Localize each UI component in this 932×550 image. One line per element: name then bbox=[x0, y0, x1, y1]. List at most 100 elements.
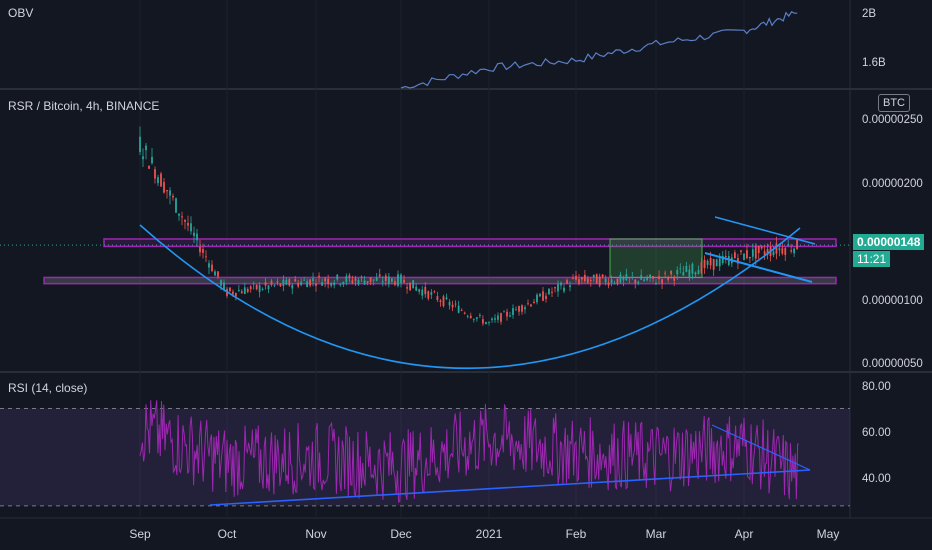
candle-body-3027 bbox=[482, 319, 484, 324]
x-tick-feb: Feb bbox=[565, 527, 587, 541]
candle-body-1021 bbox=[288, 279, 291, 286]
candle-body-2021 bbox=[378, 274, 381, 277]
rsi-trendline-resistance bbox=[711, 424, 811, 471]
candle-body-7010 bbox=[772, 251, 775, 256]
candle-body-6014 bbox=[697, 270, 700, 275]
candle-body-5009 bbox=[601, 274, 604, 277]
candle-body-2016 bbox=[363, 280, 366, 285]
candle-body-6019 bbox=[712, 259, 715, 270]
candle-body-7001 bbox=[746, 250, 748, 259]
support-zone bbox=[43, 276, 837, 285]
candle-body-4020 bbox=[548, 288, 550, 295]
candle-body-3026 bbox=[478, 314, 481, 316]
candle-body-5016 bbox=[622, 277, 625, 281]
candle-body-6005 bbox=[670, 270, 673, 275]
candle-body-1020 bbox=[285, 279, 288, 285]
candle-body-11 bbox=[172, 195, 174, 198]
candle-body-3010 bbox=[430, 292, 433, 295]
candle-body-3008 bbox=[424, 286, 427, 295]
candle-body-5010 bbox=[604, 278, 607, 283]
candle-body-3019 bbox=[457, 305, 460, 313]
candle-body-4005 bbox=[503, 311, 505, 313]
candle-body-4000 bbox=[488, 322, 490, 323]
candle-body-1005 bbox=[240, 291, 243, 294]
candle-body-6000 bbox=[655, 282, 657, 285]
candle-body-2005 bbox=[330, 282, 333, 286]
candle-body-4026 bbox=[566, 280, 568, 284]
candle-body-5015 bbox=[619, 274, 622, 283]
candle-body-2009 bbox=[342, 281, 345, 285]
candle-body-1 bbox=[142, 156, 144, 160]
candle-body-6013 bbox=[694, 272, 697, 275]
obv-tick-2b: 2B bbox=[862, 8, 877, 20]
candle-body-2017 bbox=[366, 281, 369, 283]
candle-body-4013 bbox=[527, 303, 529, 305]
rsi-series-line bbox=[139, 400, 799, 504]
candle-body-2002 bbox=[321, 282, 323, 286]
candle-body-6016 bbox=[703, 260, 706, 268]
candle-body-4023 bbox=[557, 284, 559, 292]
candle-body-1002 bbox=[232, 291, 234, 295]
candle-body-7006 bbox=[760, 246, 763, 249]
candle-body-4004 bbox=[500, 313, 502, 322]
candle-body-6017 bbox=[706, 260, 709, 265]
candle-body-4025 bbox=[563, 287, 565, 292]
current-price-tag: 0.00000148 bbox=[853, 234, 925, 250]
candle-body-2010 bbox=[345, 276, 348, 283]
candle-body-2023 bbox=[384, 275, 387, 281]
rsi-tick-40: 40.00 bbox=[862, 473, 891, 485]
candle-body-2020 bbox=[375, 277, 378, 281]
candle-body-1013 bbox=[264, 282, 267, 286]
candle-body-6015 bbox=[700, 262, 703, 273]
candle-body-6012 bbox=[691, 263, 694, 274]
x-tick-nov: Nov bbox=[305, 527, 327, 541]
candle-body-2012 bbox=[351, 280, 354, 283]
price-tick-050: 0.00000050 bbox=[862, 358, 923, 370]
candle-body-1019 bbox=[282, 279, 285, 286]
candle-body-28 bbox=[223, 282, 225, 290]
price-tick-200: 0.00000200 bbox=[862, 178, 923, 190]
candle-body-7000 bbox=[743, 253, 745, 260]
candle-body-6018 bbox=[709, 258, 712, 266]
candle-body-5013 bbox=[613, 282, 616, 284]
candle-body-20 bbox=[199, 247, 201, 253]
rsi-tick-80: 80.00 bbox=[862, 381, 891, 393]
candle-body-2025 bbox=[390, 278, 393, 282]
candle-body-6009 bbox=[682, 272, 685, 276]
price-tick-100: 0.00000100 bbox=[862, 295, 923, 307]
trendline-upper bbox=[714, 216, 816, 245]
candle-body-6022 bbox=[721, 256, 724, 264]
candle-body-22 bbox=[205, 256, 207, 258]
candle-body-17 bbox=[190, 223, 192, 232]
candle-body-1001 bbox=[229, 287, 231, 292]
candle-body-1007 bbox=[246, 289, 249, 292]
candle-body-5005 bbox=[589, 280, 592, 282]
candle-body-7002 bbox=[748, 256, 751, 259]
candle-body-4016 bbox=[536, 294, 538, 303]
candle-body-10 bbox=[169, 190, 171, 196]
x-tick-sep: Sep bbox=[129, 527, 151, 541]
candle-body-6006 bbox=[673, 276, 676, 281]
currency-badge[interactable]: BTC bbox=[878, 94, 910, 112]
candle-body-4010 bbox=[518, 306, 520, 312]
candle-body-1015 bbox=[270, 280, 273, 285]
candle-body-21 bbox=[202, 249, 204, 253]
candle-body-1018 bbox=[279, 283, 282, 287]
candle-body-2018 bbox=[369, 277, 372, 283]
candle-body-1014 bbox=[267, 285, 270, 290]
candle-body-3001 bbox=[403, 279, 405, 283]
price-title: RSR / Bitcoin, 4h, BINANCE bbox=[8, 99, 160, 113]
candle-body-2014 bbox=[357, 279, 360, 285]
candle-body-6003 bbox=[664, 272, 667, 274]
x-tick-mar: Mar bbox=[645, 527, 667, 541]
rsi-tick-60: 60.00 bbox=[862, 427, 891, 439]
candle-body-7018 bbox=[796, 238, 798, 249]
candle-body-6023 bbox=[724, 256, 727, 258]
candle-countdown: 11:21 bbox=[853, 251, 891, 267]
candle-body-5006 bbox=[592, 274, 595, 278]
candle-body-4027 bbox=[569, 285, 571, 288]
candle-body-4021 bbox=[551, 291, 553, 293]
candle-body-2007 bbox=[336, 274, 339, 280]
candle-body-2011 bbox=[348, 275, 351, 278]
